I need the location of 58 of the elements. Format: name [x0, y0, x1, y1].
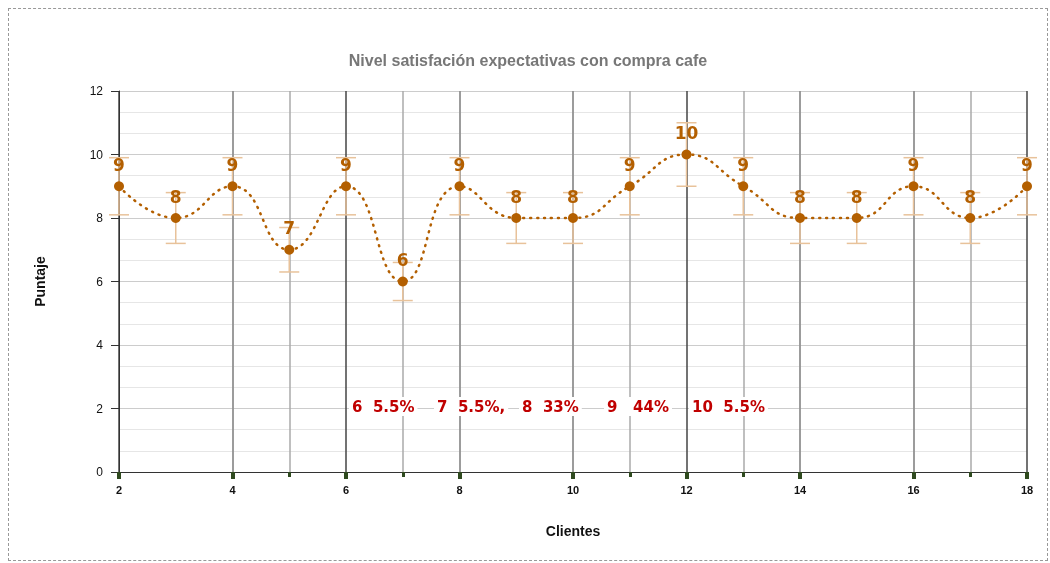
y-tick-label: 6	[96, 274, 104, 289]
point	[454, 181, 465, 192]
data-label: 9	[737, 154, 750, 175]
data-label: 8	[964, 186, 977, 207]
point	[1022, 181, 1032, 192]
data-label: 8	[510, 186, 523, 207]
data-label: 9	[907, 154, 920, 175]
data-label: 8	[169, 186, 182, 207]
annotation: 9 44%	[607, 397, 670, 416]
point	[624, 181, 635, 192]
x-tick-label: 2	[115, 483, 123, 496]
point	[908, 181, 919, 192]
x-tick-label: 6	[342, 483, 350, 496]
y-tick-label: 8	[96, 211, 104, 225]
point	[511, 213, 522, 223]
data-label: 9	[226, 154, 239, 175]
point	[114, 181, 124, 192]
x-tick-label: 8	[456, 483, 463, 496]
y-tick-label: 4	[96, 338, 104, 352]
data-label: 9	[623, 154, 636, 175]
point	[284, 244, 295, 255]
data-label: 7	[283, 218, 296, 239]
y-tick-label: 12	[89, 84, 104, 98]
data-label: 9	[340, 154, 352, 175]
y-tick-label: 10	[89, 147, 104, 162]
point	[227, 181, 238, 192]
annotation: 6 5.5%	[352, 397, 415, 416]
point	[738, 181, 749, 192]
data-label: 9	[453, 154, 466, 175]
annotation: 10 5.5%	[692, 397, 765, 416]
point	[341, 181, 351, 192]
x-tick-label: 18	[1020, 483, 1034, 496]
y-tick-label: 0	[96, 465, 104, 479]
point	[397, 276, 408, 287]
chart-title: Nivel satisfación expectativas con compra cafe	[348, 51, 708, 69]
point	[681, 149, 692, 160]
data-label: 10	[674, 123, 699, 143]
data-label: 9	[113, 154, 125, 175]
point	[568, 213, 578, 223]
y-axis-title: Puntaje	[32, 256, 48, 307]
y-tick-label: 2	[96, 401, 104, 416]
point	[170, 213, 181, 223]
data-label: 9	[1021, 154, 1033, 175]
data-label: 8	[567, 186, 579, 207]
x-axis-title: Clientes	[545, 523, 601, 539]
point	[965, 213, 976, 223]
annotation: 7 5.5%,	[437, 397, 506, 416]
x-tick-label: 10	[566, 483, 580, 496]
point	[851, 213, 862, 223]
point	[795, 213, 805, 223]
data-label: 6	[396, 250, 409, 270]
x-tick-label: 4	[229, 483, 237, 496]
x-tick-label: 14	[793, 483, 807, 496]
data-label: 8	[794, 186, 806, 207]
annotation: 8 33%	[522, 397, 579, 416]
x-tick-label: 16	[907, 483, 920, 496]
x-tick-label: 12	[680, 483, 693, 496]
data-label: 8	[850, 186, 863, 207]
